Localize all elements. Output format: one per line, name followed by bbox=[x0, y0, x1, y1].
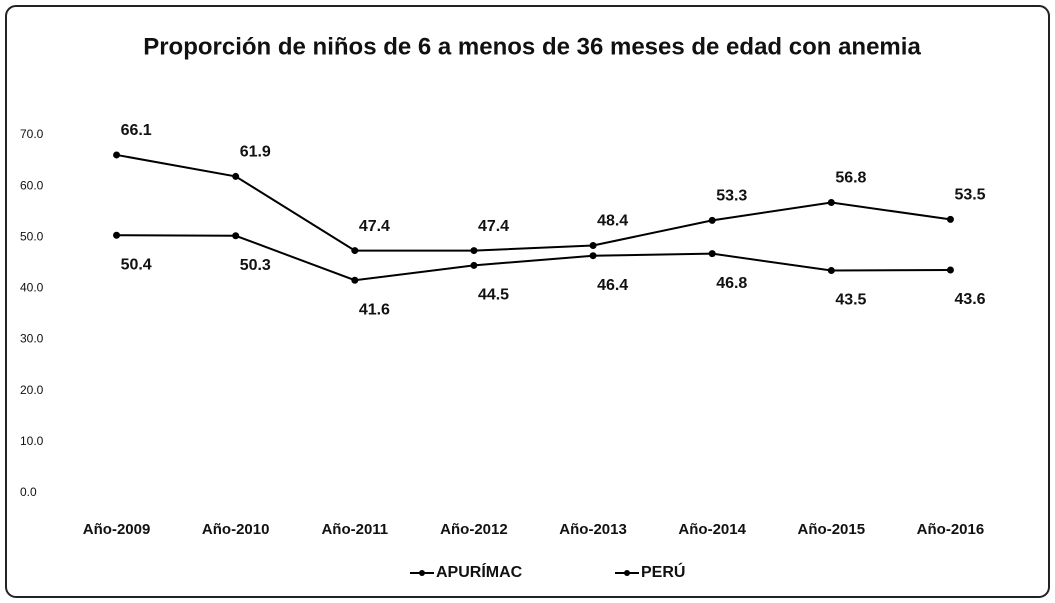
data-label: 47.4 bbox=[359, 218, 390, 235]
data-label: 66.1 bbox=[121, 122, 152, 139]
data-label: 43.5 bbox=[835, 292, 866, 309]
y-tick-label: 60.0 bbox=[20, 178, 44, 192]
x-tick-label: Año-2016 bbox=[917, 521, 985, 538]
point bbox=[589, 252, 597, 260]
y-tick-label: 0.0 bbox=[20, 485, 37, 499]
y-tick-label: 10.0 bbox=[20, 434, 44, 448]
x-tick-label: Año-2010 bbox=[202, 521, 270, 538]
point bbox=[470, 261, 478, 269]
point bbox=[946, 215, 954, 223]
x-tick-label: Año-2011 bbox=[321, 521, 388, 538]
data-label: 53.5 bbox=[954, 187, 985, 204]
legend-marker bbox=[419, 570, 425, 576]
data-label: 43.6 bbox=[954, 291, 985, 308]
legend-label: PERÚ bbox=[641, 562, 685, 581]
data-label: 44.5 bbox=[478, 287, 509, 304]
chart-frame bbox=[5, 5, 1050, 598]
data-label: 50.3 bbox=[240, 257, 271, 274]
y-tick-label: 20.0 bbox=[20, 383, 44, 397]
data-label: 48.4 bbox=[597, 213, 628, 230]
chart-title: Proporción de niños de 6 a menos de 36 m… bbox=[143, 33, 921, 60]
y-tick-label: 70.0 bbox=[20, 127, 44, 141]
x-tick-label: Año-2015 bbox=[798, 521, 866, 538]
x-tick-label: Año-2012 bbox=[440, 521, 508, 538]
data-label: 61.9 bbox=[240, 144, 271, 161]
x-tick-label: Año-2014 bbox=[678, 521, 746, 538]
series-line bbox=[116, 234, 951, 282]
data-label: 47.4 bbox=[478, 218, 509, 235]
x-tick-label: Año-2013 bbox=[559, 521, 627, 538]
point bbox=[827, 199, 835, 207]
point bbox=[113, 231, 121, 239]
data-label: 53.3 bbox=[716, 188, 747, 205]
data-label: 50.4 bbox=[121, 256, 152, 273]
point bbox=[708, 250, 716, 258]
data-label: 56.8 bbox=[835, 170, 866, 187]
point bbox=[589, 241, 597, 249]
data-label: 46.8 bbox=[716, 275, 747, 292]
y-tick-label: 30.0 bbox=[20, 332, 44, 346]
point bbox=[113, 151, 121, 159]
point bbox=[351, 247, 359, 255]
legend-label: APURÍMAC bbox=[436, 562, 523, 581]
point bbox=[827, 267, 835, 275]
x-tick-label: Año-2009 bbox=[83, 521, 151, 538]
point bbox=[232, 232, 240, 240]
point bbox=[470, 247, 478, 255]
data-label: 41.6 bbox=[359, 301, 390, 318]
y-tick-label: 50.0 bbox=[20, 229, 44, 243]
point bbox=[351, 276, 359, 284]
data-label: 46.4 bbox=[597, 277, 628, 294]
legend-marker bbox=[624, 570, 630, 576]
point bbox=[708, 216, 716, 224]
y-tick-label: 40.0 bbox=[20, 281, 44, 295]
series-line bbox=[116, 153, 951, 252]
point bbox=[946, 266, 954, 274]
point bbox=[232, 172, 240, 180]
